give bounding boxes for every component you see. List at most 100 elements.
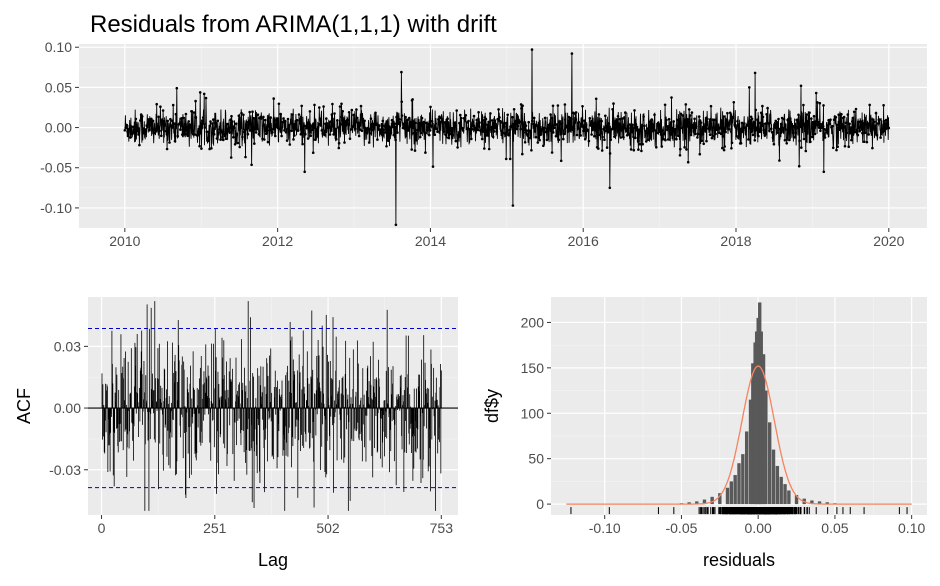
residual-point bbox=[136, 129, 139, 133]
residual-point bbox=[400, 70, 403, 74]
residual-point bbox=[249, 129, 252, 132]
residual-point bbox=[458, 121, 461, 125]
residual-point bbox=[876, 122, 880, 125]
hist-y-tick-label: 200 bbox=[521, 314, 545, 330]
residual-point bbox=[586, 129, 590, 132]
residual-point bbox=[160, 134, 163, 138]
residual-point bbox=[607, 122, 611, 125]
residual-point bbox=[809, 140, 812, 144]
residual-point bbox=[654, 129, 657, 132]
residual-point bbox=[552, 126, 556, 130]
histogram-bar bbox=[825, 502, 829, 505]
residual-point bbox=[534, 135, 538, 139]
histogram-bar bbox=[744, 431, 749, 505]
residual-point bbox=[501, 121, 504, 124]
residual-point bbox=[291, 113, 294, 116]
residual-point bbox=[146, 126, 149, 129]
residual-point bbox=[231, 120, 234, 123]
residual-point bbox=[865, 140, 869, 144]
residual-point bbox=[331, 102, 334, 106]
residual-point bbox=[238, 145, 241, 149]
residual-point bbox=[753, 139, 757, 142]
residual-point bbox=[318, 106, 321, 109]
residual-point bbox=[234, 122, 238, 125]
residual-point bbox=[773, 122, 777, 126]
residual-point bbox=[844, 121, 848, 125]
residual-point bbox=[811, 121, 815, 124]
residual-point bbox=[759, 121, 762, 125]
residual-point bbox=[608, 152, 612, 155]
residual-point bbox=[645, 140, 648, 143]
residual-point bbox=[381, 119, 385, 123]
residual-point bbox=[366, 126, 370, 130]
residual-point bbox=[739, 142, 743, 145]
residual-point bbox=[641, 142, 644, 146]
residual-point bbox=[524, 124, 528, 127]
residual-point bbox=[731, 115, 735, 119]
residual-point bbox=[587, 139, 591, 143]
residual-point bbox=[453, 121, 457, 124]
residual-point bbox=[303, 170, 307, 174]
histogram-bar bbox=[787, 490, 791, 505]
residual-point bbox=[557, 138, 561, 142]
residual-point bbox=[527, 120, 530, 124]
residual-point bbox=[589, 124, 592, 127]
residual-point bbox=[424, 151, 427, 154]
residual-point bbox=[482, 119, 486, 122]
residual-point bbox=[772, 142, 776, 146]
residual-point bbox=[804, 149, 808, 153]
residual-point bbox=[559, 159, 563, 163]
residual-point bbox=[335, 137, 338, 141]
residual-point bbox=[176, 134, 179, 138]
residual-point bbox=[265, 131, 269, 134]
residual-point bbox=[712, 134, 716, 138]
residual-point bbox=[152, 131, 156, 135]
residual-point bbox=[609, 138, 612, 142]
residual-point bbox=[198, 144, 201, 148]
residual-point bbox=[577, 120, 581, 124]
residual-point bbox=[836, 145, 839, 149]
residual-point bbox=[708, 133, 712, 136]
residual-point bbox=[714, 132, 717, 136]
residual-point bbox=[821, 125, 825, 128]
residual-point bbox=[798, 139, 801, 143]
residual-point bbox=[650, 118, 654, 121]
residual-point bbox=[451, 134, 455, 137]
residual-point bbox=[240, 111, 243, 115]
residual-point bbox=[542, 126, 546, 130]
residual-point bbox=[713, 118, 716, 122]
residual-point bbox=[850, 138, 853, 142]
residual-point bbox=[480, 137, 484, 141]
residual-point bbox=[155, 102, 158, 106]
residual-point bbox=[700, 139, 704, 143]
residual-point bbox=[556, 104, 560, 107]
residual-point bbox=[251, 110, 254, 113]
residual-point bbox=[282, 117, 285, 120]
residual-point bbox=[455, 109, 459, 112]
residual-point bbox=[689, 133, 693, 137]
residual-point bbox=[294, 124, 298, 127]
acf-x-tick-label: 251 bbox=[203, 520, 227, 536]
residual-point bbox=[704, 130, 707, 133]
residual-point bbox=[411, 126, 415, 129]
residual-point bbox=[550, 127, 553, 131]
residual-point bbox=[683, 146, 686, 149]
residual-point bbox=[124, 126, 127, 130]
residual-point bbox=[728, 128, 731, 131]
residual-point bbox=[459, 116, 463, 120]
residual-point bbox=[460, 127, 464, 130]
residual-point bbox=[470, 137, 473, 141]
residual-point bbox=[826, 124, 829, 127]
residual-point bbox=[874, 111, 878, 115]
residual-point bbox=[563, 118, 567, 121]
residual-point bbox=[680, 126, 684, 130]
residual-point bbox=[747, 138, 750, 141]
residual-point bbox=[428, 133, 431, 137]
residual-point bbox=[314, 138, 317, 141]
residual-point bbox=[825, 131, 829, 134]
residual-point bbox=[380, 122, 384, 126]
residual-point bbox=[642, 115, 645, 118]
residual-point bbox=[217, 131, 220, 134]
residual-point bbox=[362, 121, 366, 125]
residual-point bbox=[186, 134, 189, 137]
